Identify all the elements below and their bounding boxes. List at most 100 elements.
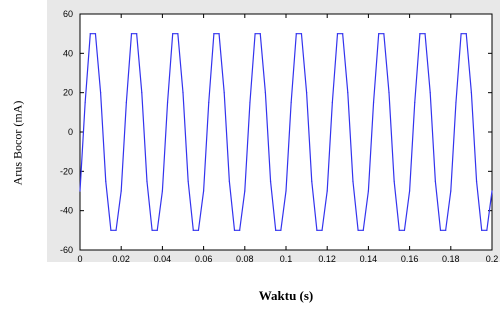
data-point bbox=[197, 229, 200, 231]
axes-box bbox=[79, 13, 493, 251]
data-points bbox=[79, 33, 493, 231]
x-tick-label: 0.18 bbox=[442, 254, 460, 264]
data-point bbox=[475, 180, 478, 182]
data-point bbox=[414, 101, 416, 104]
data-point bbox=[203, 190, 205, 192]
x-tick-label: 0.02 bbox=[112, 254, 130, 264]
data-point bbox=[429, 92, 431, 94]
data-point bbox=[460, 33, 462, 35]
data-point bbox=[177, 33, 179, 35]
data-point bbox=[331, 101, 333, 104]
data-point bbox=[342, 33, 344, 35]
data-point bbox=[295, 33, 297, 35]
data-point bbox=[172, 33, 174, 35]
data-point bbox=[439, 229, 442, 231]
y-tick-label: 0 bbox=[68, 127, 73, 137]
data-point bbox=[486, 229, 488, 231]
data-point bbox=[280, 229, 282, 231]
data-point bbox=[259, 33, 261, 35]
data-point bbox=[156, 229, 158, 231]
data-point bbox=[192, 229, 194, 231]
data-point bbox=[445, 229, 447, 231]
data-point bbox=[146, 180, 148, 182]
data-point bbox=[362, 229, 364, 231]
data-point bbox=[187, 180, 189, 182]
data-point bbox=[84, 101, 86, 104]
data-point bbox=[311, 180, 313, 182]
data-point bbox=[383, 33, 385, 35]
data-point bbox=[357, 229, 359, 231]
y-tick-label: -20 bbox=[60, 166, 73, 176]
data-point bbox=[290, 101, 292, 104]
data-point bbox=[208, 101, 210, 104]
data-point bbox=[249, 101, 251, 104]
data-point bbox=[424, 33, 426, 35]
data-point bbox=[450, 190, 452, 192]
data-point bbox=[182, 92, 184, 94]
y-tick-label: 40 bbox=[63, 48, 73, 58]
ticks-layer bbox=[79, 13, 493, 251]
x-tick-label: 0.14 bbox=[360, 254, 378, 264]
data-point bbox=[115, 229, 117, 231]
data-point bbox=[455, 101, 457, 104]
data-point bbox=[100, 92, 102, 94]
data-point bbox=[434, 180, 436, 182]
data-point bbox=[403, 229, 406, 231]
data-point bbox=[372, 101, 375, 104]
data-point bbox=[285, 190, 287, 192]
data-point bbox=[352, 180, 354, 182]
data-point bbox=[223, 92, 225, 94]
data-point bbox=[388, 92, 390, 94]
data-point bbox=[136, 33, 138, 35]
data-point bbox=[218, 33, 220, 35]
data-point bbox=[79, 190, 81, 192]
data-point bbox=[378, 33, 380, 35]
x-tick-label: 0.04 bbox=[154, 254, 172, 264]
x-tick-label: 0.16 bbox=[401, 254, 419, 264]
data-point bbox=[110, 229, 112, 231]
data-point bbox=[470, 92, 472, 94]
data-point bbox=[321, 229, 323, 231]
data-point bbox=[120, 190, 122, 192]
data-point bbox=[409, 190, 411, 192]
data-point bbox=[264, 92, 266, 94]
data-point bbox=[367, 190, 369, 192]
y-tick-label: -40 bbox=[60, 206, 73, 216]
x-axis-label: Waktu (s) bbox=[258, 288, 314, 303]
data-point bbox=[166, 101, 169, 104]
data-point bbox=[347, 92, 349, 94]
data-point bbox=[269, 180, 272, 182]
data-point bbox=[141, 92, 143, 94]
data-point bbox=[275, 229, 277, 231]
plot-area: 0 0.02 0.04 0.06 0.08 0.1 0.12 0.14 0.16 0.18 0.2 … bbox=[60, 9, 499, 264]
data-point bbox=[316, 229, 318, 231]
data-point bbox=[94, 33, 97, 35]
data-point bbox=[419, 33, 421, 35]
x-tick-label: 0.1 bbox=[280, 254, 293, 264]
y-tick-label: 60 bbox=[63, 9, 73, 19]
x-tick-label: 0 bbox=[77, 254, 82, 264]
data-point bbox=[481, 229, 483, 231]
data-point bbox=[239, 229, 241, 231]
data-point bbox=[300, 33, 303, 35]
y-tick-label: -60 bbox=[60, 245, 73, 255]
y-tick-labels: -60 -40 -20 0 20 40 60 bbox=[60, 9, 73, 255]
data-point bbox=[105, 180, 107, 182]
data-point bbox=[151, 229, 153, 231]
x-tick-label: 0.08 bbox=[236, 254, 254, 264]
data-point bbox=[228, 180, 230, 182]
y-tick-label: 20 bbox=[63, 88, 73, 98]
data-point bbox=[130, 33, 133, 35]
data-point bbox=[393, 180, 395, 182]
data-point bbox=[89, 33, 91, 35]
data-point bbox=[326, 190, 328, 192]
data-point bbox=[465, 33, 467, 35]
data-point bbox=[491, 190, 493, 192]
data-point bbox=[336, 33, 339, 35]
data-point bbox=[161, 190, 163, 192]
data-point bbox=[213, 33, 215, 35]
x-tick-label: 0.12 bbox=[318, 254, 336, 264]
x-tick-label: 0.2 bbox=[486, 254, 499, 264]
data-point bbox=[398, 229, 400, 231]
